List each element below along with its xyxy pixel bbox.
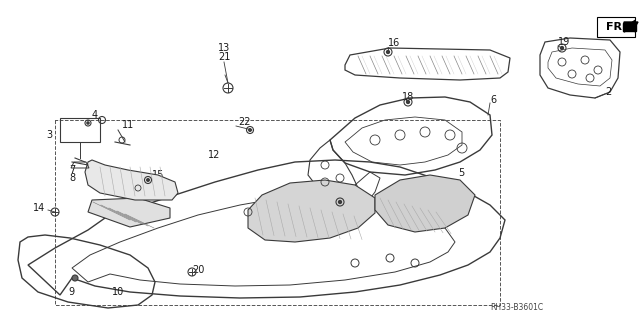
Polygon shape <box>375 175 475 232</box>
Circle shape <box>406 100 410 104</box>
Text: 10: 10 <box>112 287 124 297</box>
Text: 16: 16 <box>388 38 400 48</box>
Text: 12: 12 <box>208 150 220 160</box>
Text: 8: 8 <box>69 173 75 183</box>
Polygon shape <box>623 23 636 31</box>
Text: 2: 2 <box>605 87 611 97</box>
Text: 7: 7 <box>68 165 75 175</box>
Text: 11: 11 <box>122 120 134 130</box>
Polygon shape <box>248 180 375 242</box>
Text: 15: 15 <box>152 170 164 180</box>
Text: 14: 14 <box>33 203 45 213</box>
Text: 21: 21 <box>218 52 230 62</box>
Text: RH33-B3601C: RH33-B3601C <box>490 303 543 313</box>
Text: 15: 15 <box>324 191 336 201</box>
Circle shape <box>561 46 564 49</box>
Circle shape <box>339 200 342 204</box>
Polygon shape <box>625 20 635 32</box>
Circle shape <box>87 122 89 124</box>
Text: FR.: FR. <box>605 22 627 32</box>
Circle shape <box>72 275 78 281</box>
Text: 19: 19 <box>558 37 570 47</box>
Polygon shape <box>85 160 178 200</box>
Text: 17: 17 <box>340 201 353 211</box>
Text: 9: 9 <box>68 287 74 297</box>
Circle shape <box>147 179 149 182</box>
Text: 3: 3 <box>46 130 52 140</box>
Text: 18: 18 <box>402 92 414 102</box>
Text: 22: 22 <box>238 117 250 127</box>
Circle shape <box>387 50 390 54</box>
Text: 6: 6 <box>490 95 496 105</box>
Text: 20: 20 <box>192 265 204 275</box>
Polygon shape <box>88 198 170 227</box>
Text: 5: 5 <box>458 168 464 178</box>
Text: 4: 4 <box>92 110 98 120</box>
Circle shape <box>248 129 252 131</box>
Text: 13: 13 <box>218 43 230 53</box>
Polygon shape <box>624 22 638 32</box>
